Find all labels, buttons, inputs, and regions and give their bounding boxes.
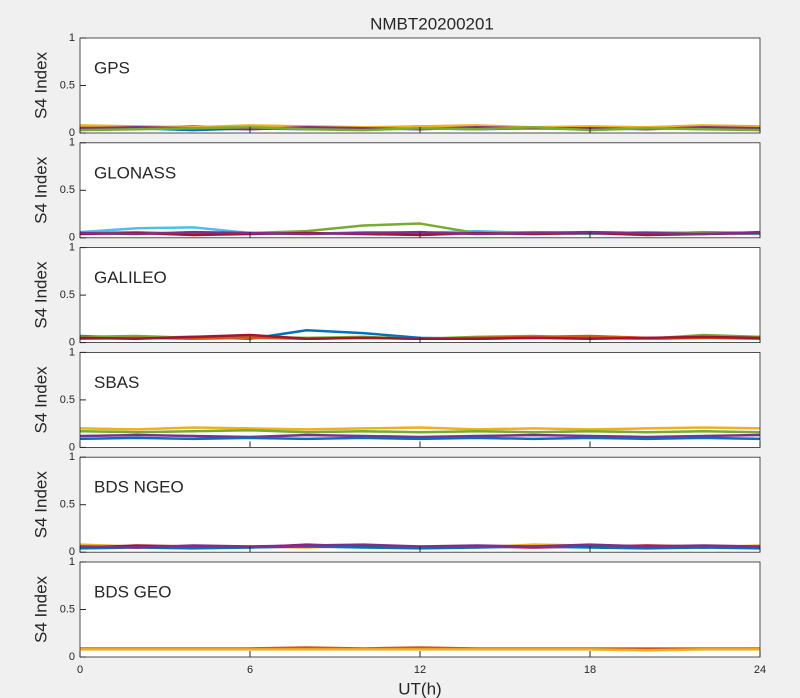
panel-label: BDS GEO [94, 582, 171, 601]
data-line [80, 648, 760, 652]
y-tick-label: 1 [69, 242, 75, 254]
y-tick-label: 0.5 [60, 289, 75, 301]
data-line [79, 426, 761, 431]
y-axis-label: S4 Index [31, 471, 50, 539]
y-tick-label: 0.5 [60, 184, 75, 196]
data-line [79, 433, 761, 439]
panel-label: BDS NGEO [94, 478, 184, 497]
x-tick-label: 0 [77, 664, 83, 676]
y-tick-label: 0.5 [60, 79, 75, 91]
y-tick-label: 1 [69, 451, 75, 463]
x-axis-label: UT(h) [398, 679, 441, 698]
y-axis-label: S4 Index [31, 51, 50, 119]
y-tick-label: 1 [69, 32, 75, 44]
axes-background [80, 247, 760, 343]
panel-label: GALILEO [94, 268, 167, 287]
panel-label: GLONASS [94, 163, 176, 182]
data-line [79, 436, 761, 441]
y-tick-label: 0 [69, 232, 75, 244]
y-axis-label: S4 Index [31, 366, 50, 434]
y-tick-label: 0.5 [60, 394, 75, 406]
panel-label: SBAS [94, 373, 139, 392]
x-tick-label: 18 [584, 664, 596, 676]
panel-label: GPS [94, 58, 130, 77]
y-tick-label: 1 [69, 137, 75, 149]
y-tick-label: 0 [69, 651, 75, 663]
x-tick-label: 12 [414, 664, 426, 676]
x-tick-label: 24 [754, 664, 766, 676]
y-axis-label: S4 Index [31, 156, 50, 224]
axes-background [80, 142, 760, 238]
y-tick-label: 1 [69, 346, 75, 358]
x-tick-label: 6 [247, 664, 253, 676]
y-tick-label: 0 [69, 546, 75, 558]
axes-background [80, 562, 760, 657]
y-tick-label: 0.5 [60, 603, 75, 615]
y-tick-label: 0 [69, 127, 75, 139]
data-line [79, 429, 761, 434]
figure-title: NMBT20200201 [370, 14, 494, 33]
axes-background [80, 457, 760, 553]
axes-background [80, 38, 760, 133]
y-axis-label: S4 Index [31, 575, 50, 643]
y-tick-label: 0 [69, 441, 75, 453]
y-tick-label: 0 [69, 337, 75, 349]
y-tick-label: 1 [69, 556, 75, 568]
y-tick-label: 0.5 [60, 499, 75, 511]
y-axis-label: S4 Index [31, 261, 50, 329]
